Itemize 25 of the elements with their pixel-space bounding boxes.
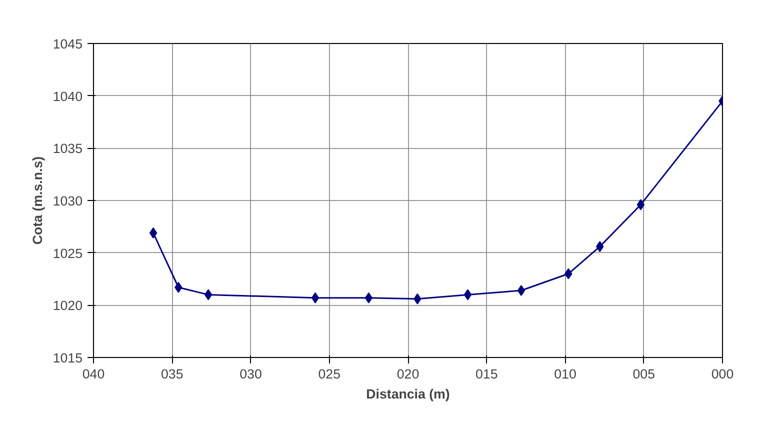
y-axis-title: Cota (m.s.n.s) (30, 156, 45, 245)
y-tick-label: 1015 (52, 350, 83, 366)
x-axis-title: Distancia (m) (366, 386, 450, 402)
point (204, 289, 212, 300)
x-tick-label: 000 (711, 366, 734, 382)
x-tick-label: 025 (318, 366, 341, 382)
y-tick-label: 1030 (52, 194, 83, 208)
point (464, 289, 472, 300)
point (517, 285, 526, 296)
point (364, 292, 373, 304)
x-tick-label: 020 (396, 366, 420, 382)
x-tick-label: 040 (82, 366, 105, 382)
y-tick-label: 1025 (52, 246, 83, 261)
x-tick-label: 010 (554, 366, 576, 382)
y-tick-label: 1035 (52, 141, 83, 156)
y-tick-label: 1045 (52, 36, 83, 52)
point (311, 292, 320, 304)
x-tick-label: 030 (240, 366, 262, 382)
point (149, 227, 158, 238)
y-tick-label: 1040 (52, 88, 83, 104)
x-tick-label: 035 (161, 366, 184, 382)
x-tick-label: 005 (632, 366, 656, 382)
x-tick-label: 015 (476, 366, 498, 382)
y-tick-label: 1020 (52, 298, 83, 314)
point (636, 199, 645, 210)
